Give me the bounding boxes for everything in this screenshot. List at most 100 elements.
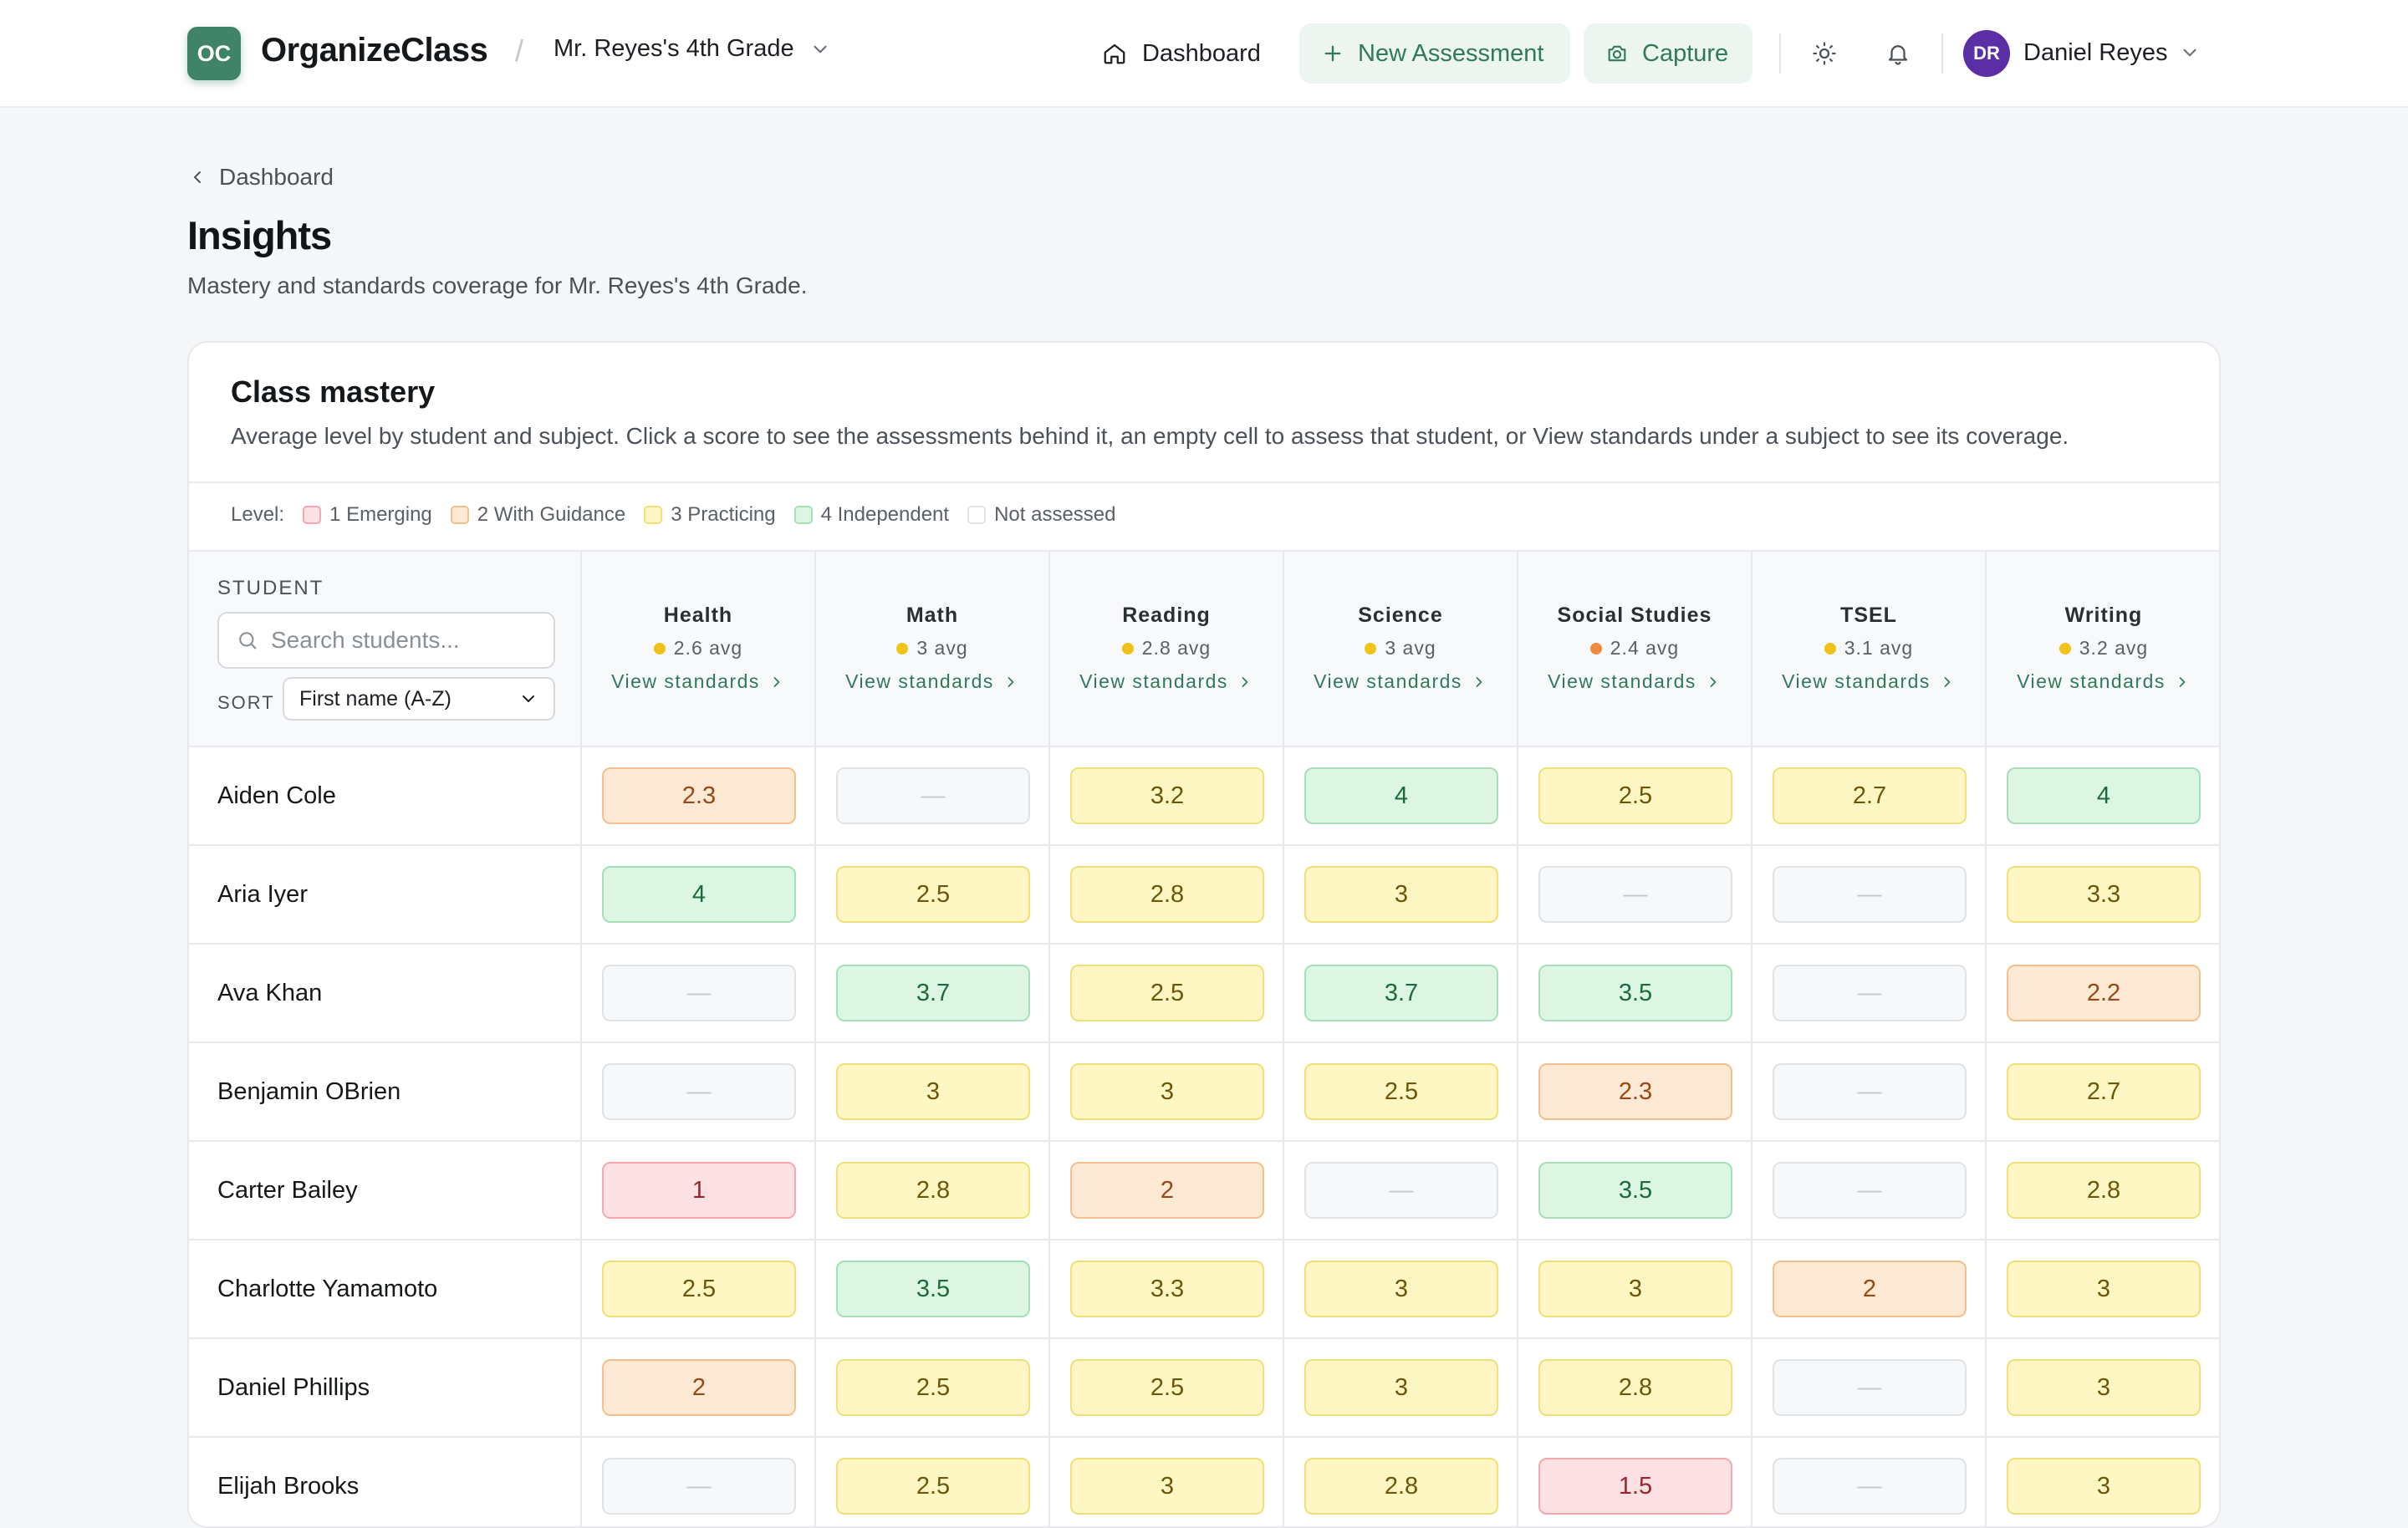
score-button[interactable]: 2.8 [1538, 1359, 1732, 1416]
assess-empty-cell[interactable]: — [836, 767, 1030, 824]
score-button[interactable]: 2.3 [1538, 1063, 1732, 1120]
subject-column-header: TSEL 3.1 avg View standards [1752, 552, 1987, 747]
student-name[interactable]: Charlotte Yamamoto [189, 1240, 582, 1337]
score-button[interactable]: 4 [1304, 767, 1498, 824]
view-standards-link[interactable]: View standards [1050, 670, 1283, 693]
score-button[interactable]: 2.2 [2007, 965, 2201, 1021]
student-name[interactable]: Aria Iyer [189, 846, 582, 943]
assess-empty-cell[interactable]: — [1304, 1162, 1498, 1219]
score-cell: 2.8 [1284, 1438, 1518, 1526]
score-button[interactable]: 3 [2007, 1359, 2201, 1416]
student-header-label: STUDENT [217, 577, 324, 599]
score-button[interactable]: 3 [836, 1063, 1030, 1120]
score-button[interactable]: 3.3 [2007, 866, 2201, 923]
score-button[interactable]: 2.8 [2007, 1162, 2201, 1219]
score-button[interactable]: 3 [1538, 1261, 1732, 1317]
student-name[interactable]: Benjamin OBrien [189, 1043, 582, 1140]
student-name[interactable]: Daniel Phillips [189, 1339, 582, 1436]
assess-empty-cell[interactable]: — [1773, 1458, 1967, 1515]
back-to-dashboard-link[interactable]: Dashboard [187, 164, 334, 191]
student-name[interactable]: Aiden Cole [189, 747, 582, 844]
score-button[interactable]: 2.5 [1070, 1359, 1264, 1416]
score-button[interactable]: 4 [2007, 767, 2201, 824]
score-button[interactable]: 2.7 [2007, 1063, 2201, 1120]
score-button[interactable]: 2.3 [602, 767, 796, 824]
legend-item-label: 3 Practicing [671, 503, 776, 526]
student-name[interactable]: Ava Khan [189, 945, 582, 1042]
score-button[interactable]: 3.3 [1070, 1261, 1264, 1317]
user-name[interactable]: Daniel Reyes [2023, 39, 2168, 66]
class-selector[interactable]: Mr. Reyes's 4th Grade [554, 35, 831, 63]
score-button[interactable]: 3 [1304, 1359, 1498, 1416]
view-standards-link[interactable]: View standards [1987, 670, 2219, 693]
score-button[interactable]: 2 [602, 1359, 796, 1416]
assess-empty-cell[interactable]: — [1773, 1162, 1967, 1219]
view-standards-link[interactable]: View standards [582, 670, 814, 693]
app-name[interactable]: OrganizeClass [261, 32, 488, 69]
score-button[interactable]: 3.2 [1070, 767, 1264, 824]
score-button[interactable]: 2.5 [1538, 767, 1732, 824]
score-button[interactable]: 3.5 [836, 1261, 1030, 1317]
toolbar-divider [1779, 33, 1781, 74]
score-button[interactable]: 1 [602, 1162, 796, 1219]
assess-empty-cell[interactable]: — [1773, 965, 1967, 1021]
score-button[interactable]: 2.5 [836, 866, 1030, 923]
score-button[interactable]: 3 [1070, 1063, 1264, 1120]
score-button[interactable]: 2.8 [836, 1162, 1030, 1219]
search-students-input[interactable] [271, 627, 538, 654]
view-standards-link[interactable]: View standards [1284, 670, 1517, 693]
score-button[interactable]: 2.5 [836, 1359, 1030, 1416]
score-button[interactable]: 3.5 [1538, 965, 1732, 1021]
score-cell: 2.3 [582, 747, 816, 844]
chevron-left-icon [194, 171, 201, 183]
score-button[interactable]: 2.8 [1070, 866, 1264, 923]
score-button[interactable]: 2.5 [836, 1458, 1030, 1515]
view-standards-link[interactable]: View standards [1518, 670, 1751, 693]
score-button[interactable]: 3 [1304, 866, 1498, 923]
view-standards-link[interactable]: View standards [1752, 670, 1985, 693]
score-button[interactable]: 2.5 [1304, 1063, 1498, 1120]
score-cell: — [1752, 846, 1987, 943]
theme-toggle-button[interactable] [1808, 37, 1841, 70]
score-button[interactable]: 2.7 [1773, 767, 1967, 824]
user-avatar[interactable]: DR [1963, 30, 2010, 77]
student-name[interactable]: Carter Bailey [189, 1142, 582, 1239]
view-standards-label: View standards [1079, 670, 1228, 692]
assess-empty-cell[interactable]: — [602, 1063, 796, 1120]
score-button[interactable]: 4 [602, 866, 796, 923]
app-logo[interactable]: OC [187, 27, 241, 80]
score-cell: 2.7 [1752, 747, 1987, 844]
score-button[interactable]: 3.7 [836, 965, 1030, 1021]
assess-empty-cell[interactable]: — [1538, 866, 1732, 923]
new-assessment-button[interactable]: New Assessment [1299, 23, 1570, 84]
search-students-field[interactable] [217, 612, 555, 669]
assess-empty-cell[interactable]: — [1773, 866, 1967, 923]
score-button[interactable]: 3 [1070, 1458, 1264, 1515]
capture-button[interactable]: Capture [1584, 23, 1752, 84]
score-button[interactable]: 3 [2007, 1458, 2201, 1515]
assess-empty-cell[interactable]: — [1773, 1063, 1967, 1120]
score-cell: 2.5 [1050, 1339, 1284, 1436]
score-button[interactable]: 2.5 [1070, 965, 1264, 1021]
chevron-down-icon[interactable] [2179, 42, 2201, 64]
score-button[interactable]: 1.5 [1538, 1458, 1732, 1515]
assess-empty-cell[interactable]: — [1773, 1359, 1967, 1416]
score-button[interactable]: 2.5 [602, 1261, 796, 1317]
sort-select[interactable]: First name (A-Z) [283, 677, 555, 721]
score-button[interactable]: 2.8 [1304, 1458, 1498, 1515]
notifications-button[interactable] [1881, 37, 1915, 70]
score-button[interactable]: 2 [1070, 1162, 1264, 1219]
nav-dashboard-link[interactable]: Dashboard [1102, 30, 1261, 77]
score-button[interactable]: 3 [1304, 1261, 1498, 1317]
score-button[interactable]: 3 [2007, 1261, 2201, 1317]
score-button[interactable]: 3.7 [1304, 965, 1498, 1021]
camera-icon [1608, 45, 1626, 62]
student-name[interactable]: Elijah Brooks [189, 1438, 582, 1526]
score-button[interactable]: 3.5 [1538, 1162, 1732, 1219]
subject-average: 2.4 avg [1518, 637, 1751, 660]
score-cell: — [582, 945, 816, 1042]
score-button[interactable]: 2 [1773, 1261, 1967, 1317]
assess-empty-cell[interactable]: — [602, 1458, 796, 1515]
assess-empty-cell[interactable]: — [602, 965, 796, 1021]
view-standards-link[interactable]: View standards [816, 670, 1048, 693]
